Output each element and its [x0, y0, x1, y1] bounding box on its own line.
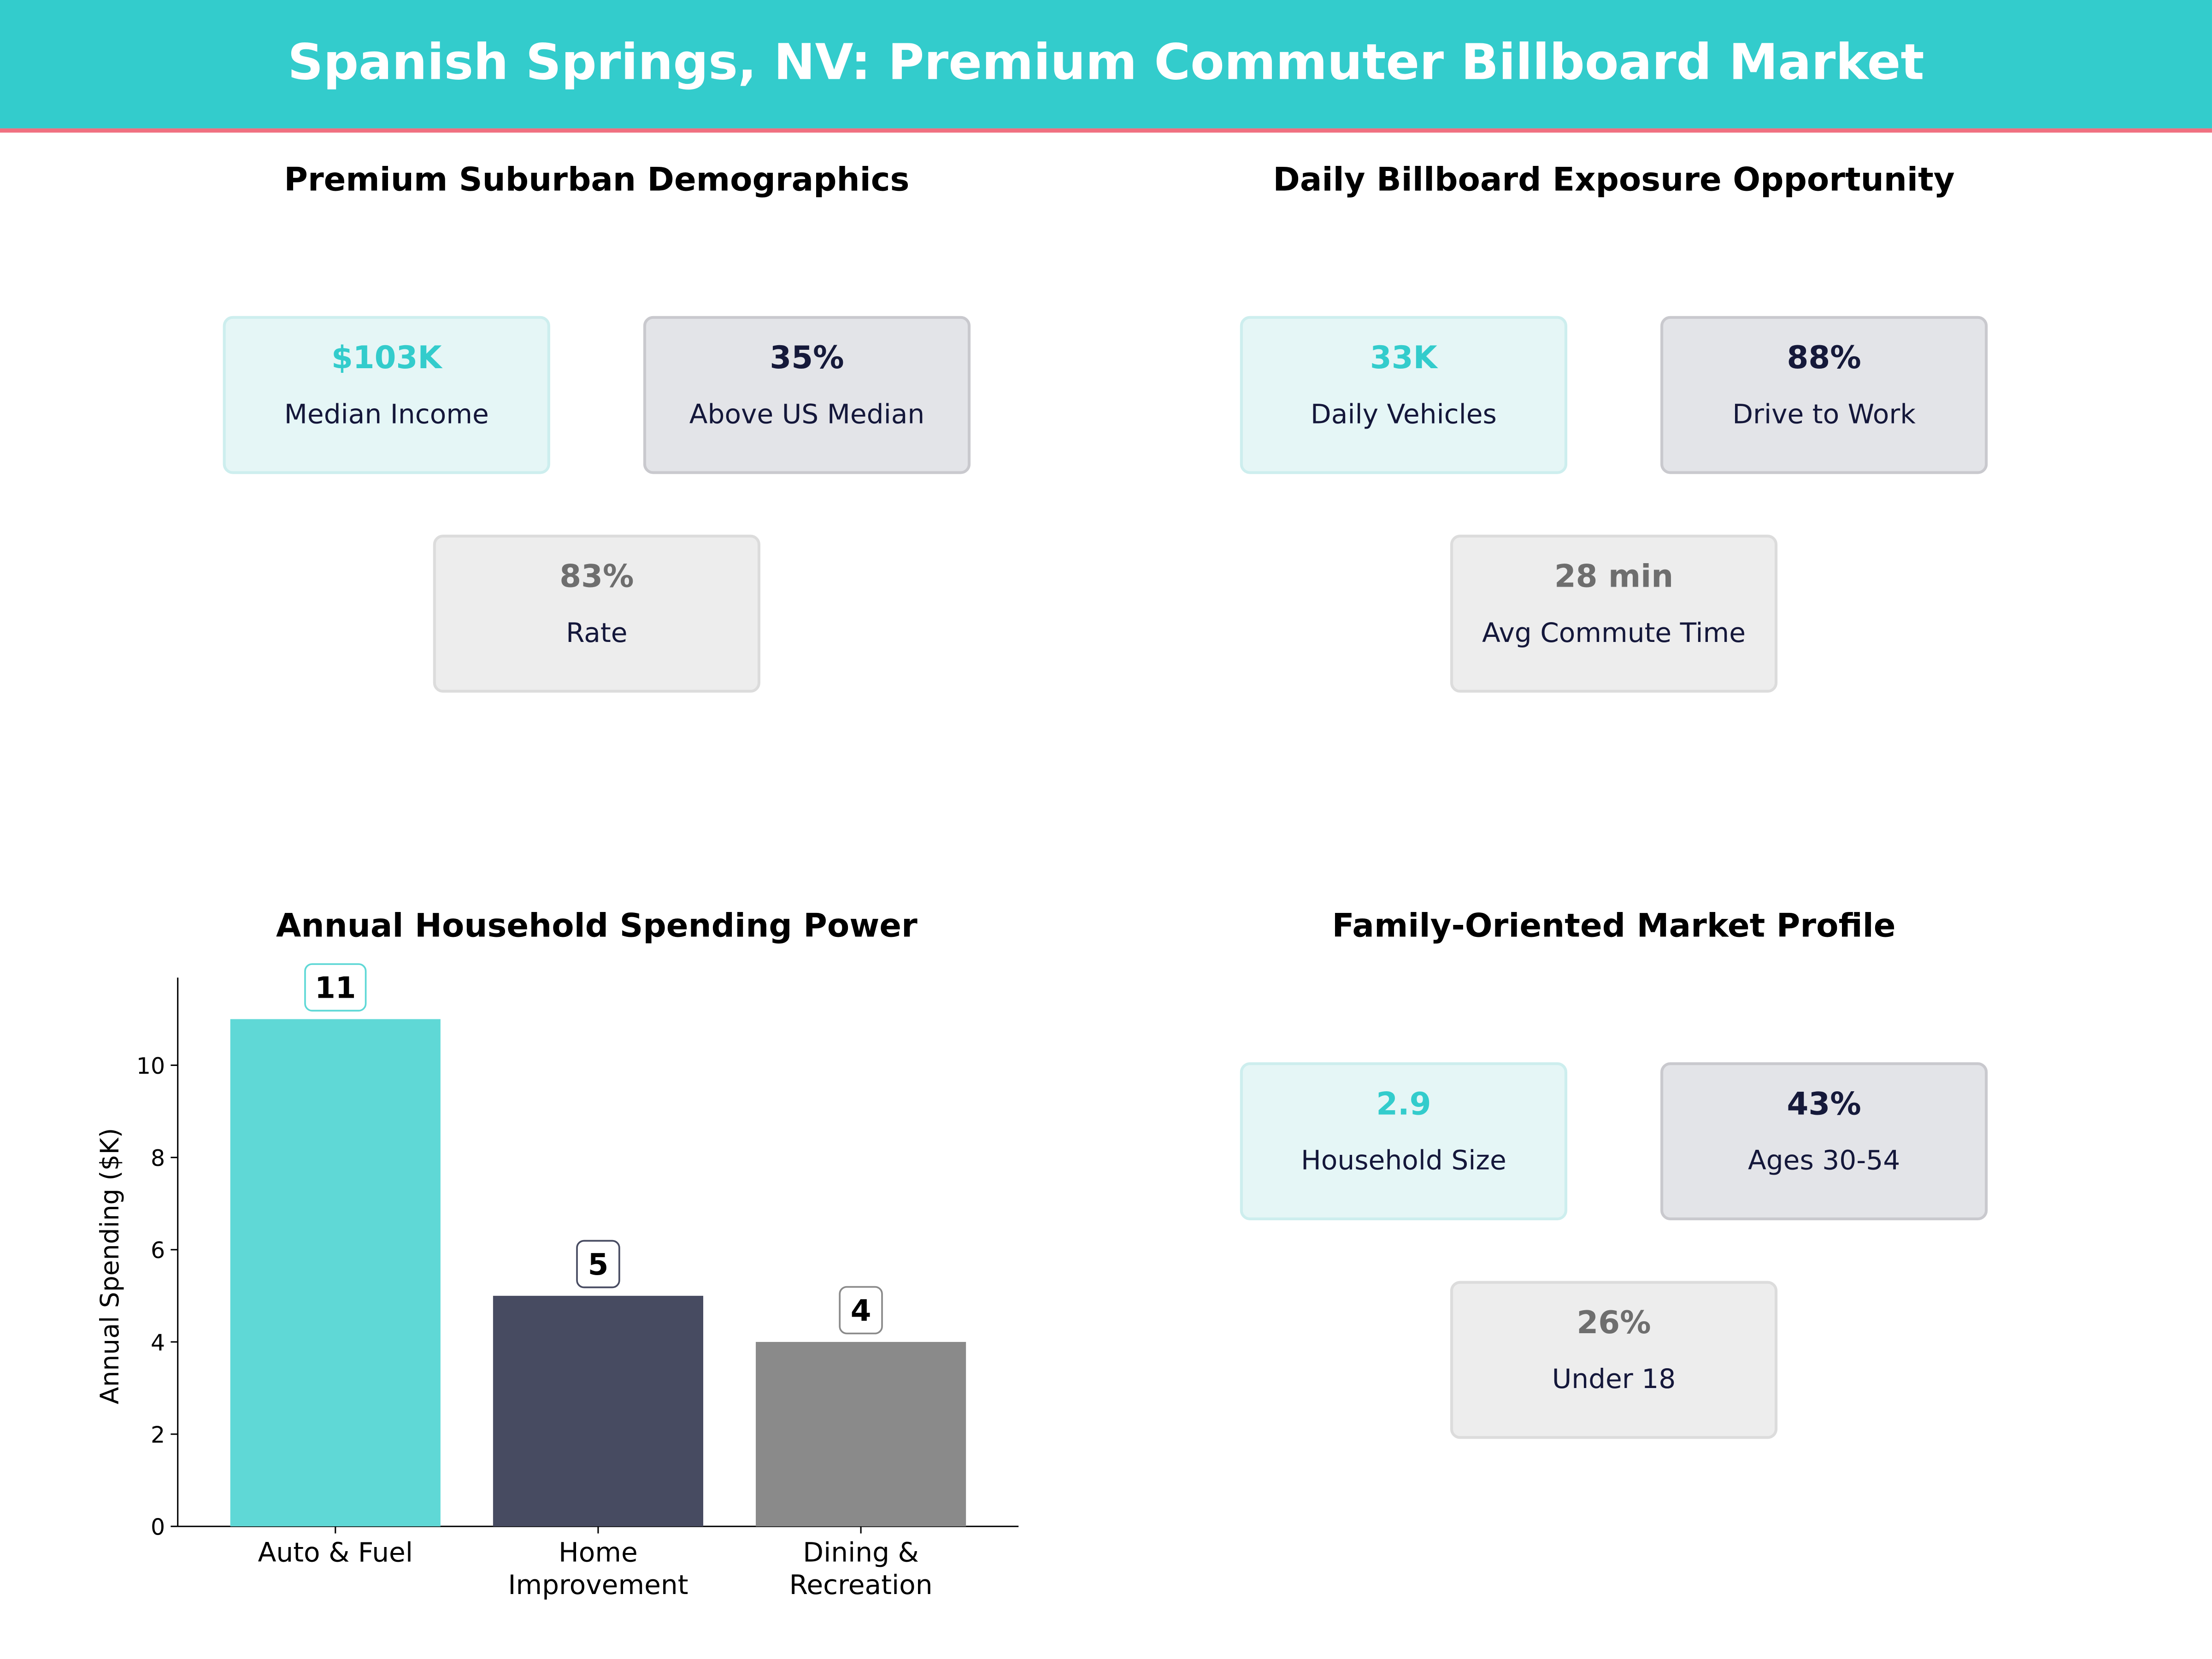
above-us-median-value: 35%	[770, 341, 844, 377]
drive-to-work-label: Drive to Work	[1732, 399, 1916, 430]
x-tick-label: Improvement	[508, 1569, 688, 1600]
bar	[756, 1341, 966, 1527]
household-size-value: 2.9	[1376, 1088, 1431, 1123]
header-bar	[0, 0, 2212, 129]
median-income-value: $103K	[331, 341, 442, 377]
chart-title: Annual Household Spending Power	[276, 908, 918, 946]
median-income-label: Median Income	[284, 399, 489, 430]
x-tick-label: Dining &	[803, 1537, 919, 1568]
data-label-box	[576, 1240, 620, 1288]
header-accent-line	[0, 128, 2212, 133]
above-us-median-card: 35% Above US Median	[643, 316, 971, 474]
data-label-box	[304, 963, 367, 1012]
y-tick-label: 0	[151, 1514, 165, 1541]
rate-value: 83%	[559, 560, 634, 595]
bar	[493, 1295, 704, 1527]
y-tick-label: 10	[136, 1053, 165, 1079]
under-18-label: Under 18	[1552, 1364, 1676, 1395]
household-size-label: Household Size	[1301, 1145, 1506, 1177]
family-title: Family-Oriented Market Profile	[1332, 908, 1896, 946]
commute-time-card: 28 min Avg Commute Time	[1450, 535, 1778, 693]
under-18-card: 26% Under 18	[1450, 1281, 1778, 1439]
data-label: 4	[851, 1294, 871, 1328]
y-tick-label: 6	[151, 1237, 165, 1264]
median-income-card: $103K Median Income	[223, 316, 550, 474]
data-label: 5	[588, 1247, 609, 1282]
spending-bar-chart: 0 2 4 6 8 10 Annual Spending ($K) Auto & Fuel 11…	[95, 963, 1019, 1600]
drive-to-work-value: 88%	[1787, 341, 1861, 377]
commute-time-value: 28 min	[1554, 560, 1674, 595]
daily-vehicles-value: 33K	[1370, 341, 1437, 377]
rate-label: Rate	[566, 618, 628, 649]
bar	[230, 1019, 441, 1527]
y-axis-label: Annual Spending ($K)	[95, 1128, 124, 1405]
demographics-title: Premium Suburban Demographics	[284, 162, 910, 199]
page-title: Spanish Springs, NV: Premium Commuter Bi…	[288, 35, 1924, 92]
household-size-card: 2.9 Household Size	[1240, 1062, 1567, 1220]
daily-vehicles-card: 33K Daily Vehicles	[1240, 316, 1567, 474]
ages-30-54-value: 43%	[1787, 1088, 1861, 1123]
above-us-median-label: Above US Median	[689, 399, 925, 430]
data-label: 11	[315, 971, 356, 1006]
ages-30-54-label: Ages 30-54	[1747, 1145, 1900, 1177]
y-tick-label: 2	[151, 1422, 165, 1448]
x-tick-label: Recreation	[789, 1569, 933, 1600]
y-tick-label: 8	[151, 1145, 165, 1171]
data-label-box	[839, 1286, 883, 1335]
x-tick-label: Auto & Fuel	[258, 1537, 413, 1568]
commute-time-label: Avg Commute Time	[1482, 618, 1746, 649]
y-tick-label: 4	[151, 1330, 165, 1356]
x-tick-label: Home	[559, 1537, 638, 1568]
drive-to-work-card: 88% Drive to Work	[1660, 316, 1988, 474]
ages-30-54-card: 43% Ages 30-54	[1660, 1062, 1988, 1220]
rate-card: 83% Rate	[433, 535, 760, 693]
exposure-title: Daily Billboard Exposure Opportunity	[1273, 162, 1955, 199]
daily-vehicles-label: Daily Vehicles	[1310, 399, 1497, 430]
under-18-value: 26%	[1577, 1306, 1651, 1342]
